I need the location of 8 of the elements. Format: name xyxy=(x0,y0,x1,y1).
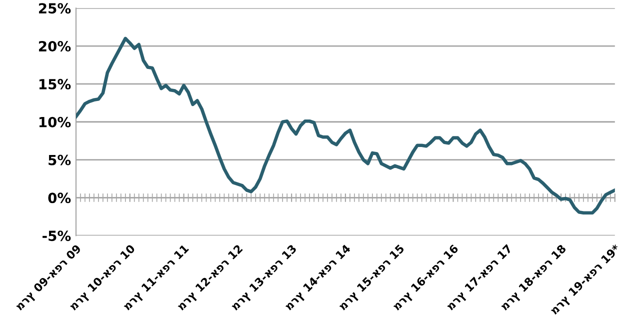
y-tick-label: 5% xyxy=(48,154,71,166)
y-tick-label: 0% xyxy=(48,192,71,204)
y-tick-label: 10% xyxy=(39,116,71,128)
line-series xyxy=(76,36,615,215)
y-tick-label: -5% xyxy=(42,230,71,242)
y-tick-label: 20% xyxy=(39,41,71,52)
y-tick-label: 15% xyxy=(39,78,71,90)
y-tick-label: 25% xyxy=(39,3,71,14)
